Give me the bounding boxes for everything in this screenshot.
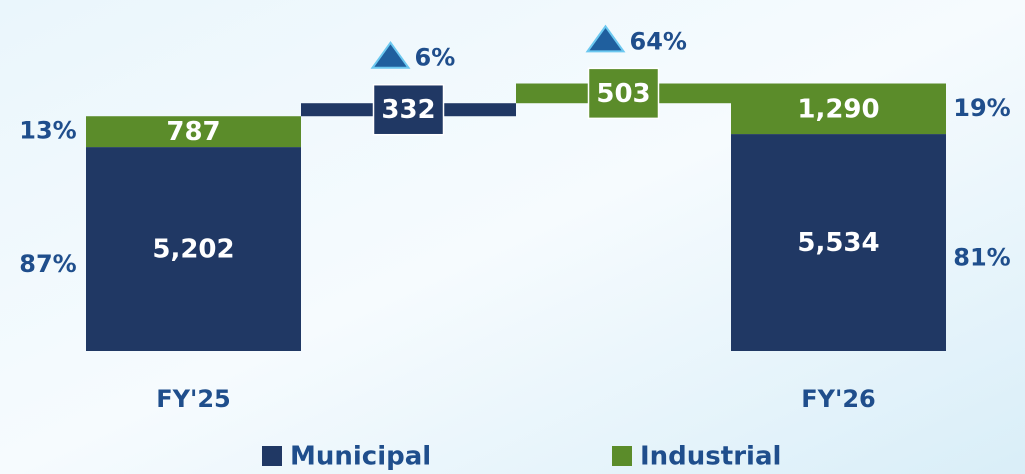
- legend-swatch: [612, 446, 632, 466]
- legend-label: Municipal: [290, 442, 431, 472]
- share-label: 81%: [953, 244, 1010, 272]
- bar-segment: [86, 147, 301, 351]
- share-label: 19%: [953, 94, 1010, 122]
- legend-swatch: [262, 446, 282, 466]
- x-tick-label: FY'25: [156, 385, 231, 413]
- growth-label: 64%: [630, 27, 687, 55]
- growth-label: 6%: [415, 44, 456, 72]
- x-tick-label: FY'26: [801, 385, 876, 413]
- bar-segment: [731, 134, 946, 351]
- delta-badge: [372, 83, 445, 136]
- share-label: 13%: [19, 117, 76, 145]
- delta-badge: [587, 67, 660, 120]
- data-label: 332: [381, 95, 435, 125]
- bar-segment: [86, 116, 301, 148]
- data-label: 503: [596, 79, 650, 109]
- share-label: 87%: [19, 250, 76, 278]
- data-label: 1,290: [797, 94, 879, 124]
- bar-segment: [731, 83, 946, 135]
- growth-arrow: [585, 24, 626, 53]
- data-label: 5,202: [152, 235, 234, 265]
- data-label: 787: [166, 117, 220, 147]
- legend-label: Industrial: [640, 442, 781, 472]
- growth-arrow: [370, 41, 411, 69]
- data-label: 5,534: [797, 228, 879, 258]
